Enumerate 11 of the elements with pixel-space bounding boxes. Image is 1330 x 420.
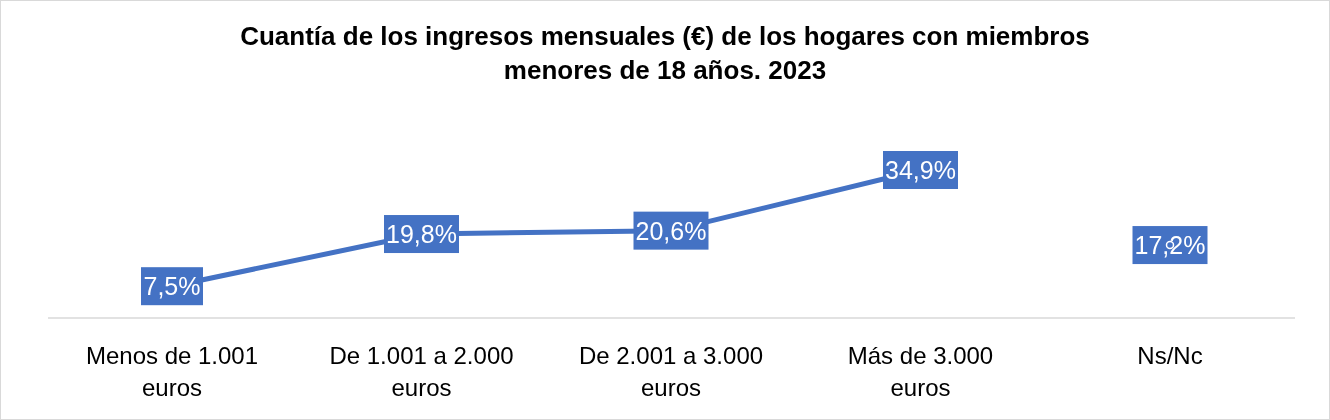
x-tick-label: Más de 3.000 euros [847,342,994,401]
x-tick-label: Menos de 1.001 euros [85,342,259,401]
data-label: 7,5% [143,272,201,301]
data-label: 34,9% [885,156,956,184]
x-tick-label: De 2.001 a 3.000 euros [578,342,764,401]
x-tick-label: Ns/Nc [1137,342,1203,369]
x-tick-label: De 1.001 a 2.000 euros [329,342,514,401]
chart-title: Cuantía de los ingresos mensuales (€) de los hogares con miembros menores de 18 años. 2023 [240,21,1090,85]
data-label: 17,2% [1134,231,1206,260]
data-label: 19,8% [386,220,457,249]
data-label: 20,6% [635,216,707,245]
